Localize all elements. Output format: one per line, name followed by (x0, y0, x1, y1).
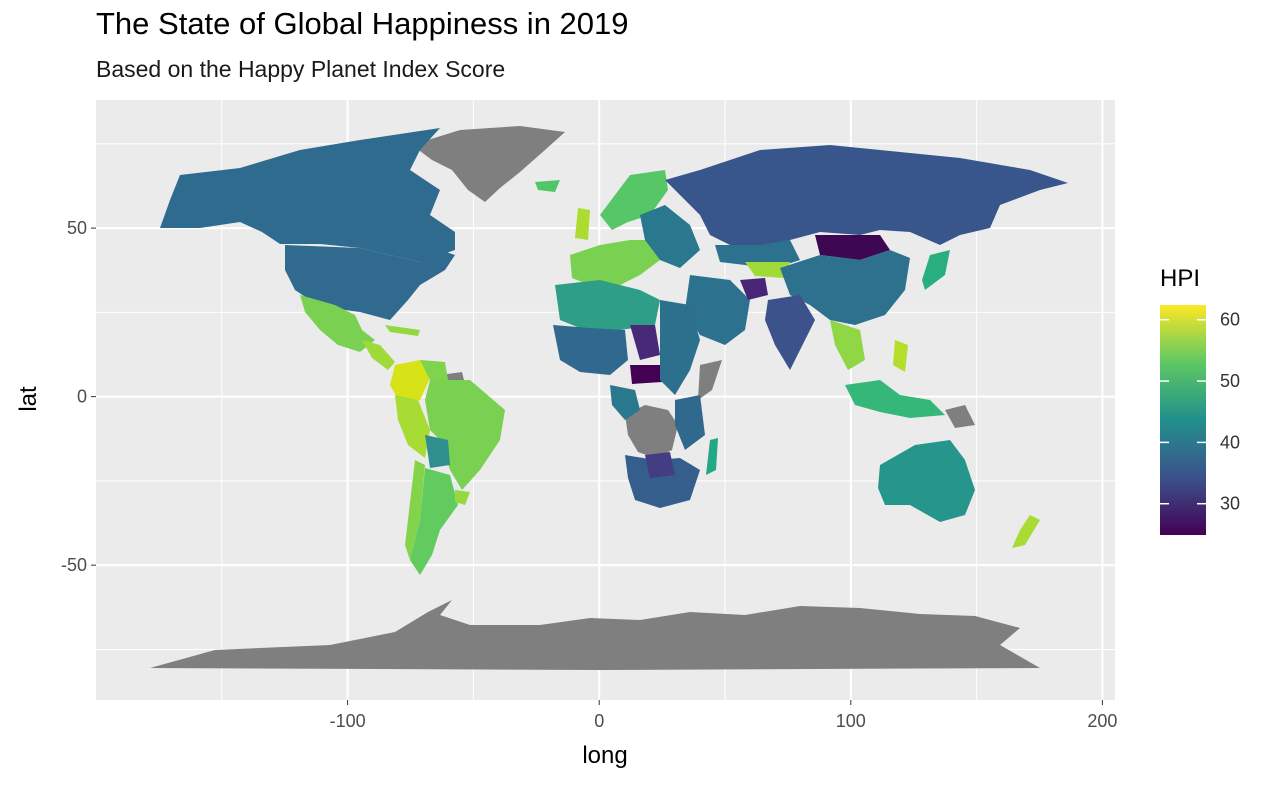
country-regions (150, 126, 1068, 670)
x-tick-label: -100 (330, 711, 366, 731)
region-india (765, 295, 815, 370)
region-zambia-zimbabwe (645, 452, 675, 478)
legend-colorbar (1160, 305, 1206, 535)
region-afghanistan (740, 278, 768, 300)
region-mongolia (815, 235, 890, 260)
legend-tick-label: 50 (1220, 371, 1240, 391)
x-axis-ticks: -100 0 100 200 (330, 700, 1117, 731)
region-somalia (698, 360, 722, 400)
region-australia (878, 440, 975, 522)
legend-tick-label: 30 (1220, 494, 1240, 514)
region-north-africa (555, 280, 660, 330)
region-central-africa (610, 385, 640, 420)
legend-title: HPI (1160, 265, 1200, 292)
y-axis-title: lat (15, 386, 42, 412)
x-tick-label: 0 (594, 711, 604, 731)
x-tick-label: 200 (1087, 711, 1117, 731)
region-argentina (410, 468, 458, 575)
region-usa (285, 245, 455, 320)
region-new-zealand (1012, 515, 1040, 548)
region-west-africa (553, 325, 628, 375)
region-uruguay (455, 490, 470, 505)
y-tick-label: 0 (77, 387, 87, 407)
region-central-asia (745, 262, 790, 278)
region-russia (665, 145, 1068, 248)
chart-title: The State of Global Happiness in 2019 (96, 6, 629, 41)
legend-ticks: 30 40 50 60 (1160, 310, 1240, 514)
region-madagascar (706, 438, 718, 475)
region-middle-east (685, 275, 750, 345)
region-uk (575, 208, 590, 240)
region-cuba (385, 325, 420, 336)
x-axis-title: long (582, 742, 627, 769)
y-axis-ticks: -50 0 50 (61, 218, 96, 575)
region-car (630, 365, 662, 384)
region-brazil (425, 380, 505, 490)
region-eastern-europe (640, 205, 700, 268)
region-china (780, 250, 910, 325)
region-philippines (893, 340, 908, 372)
region-mexico (300, 295, 375, 352)
region-southern-africa (625, 455, 700, 508)
region-papua (945, 405, 975, 428)
y-tick-label: 50 (67, 218, 87, 238)
region-peru (395, 395, 430, 458)
x-tick-label: 100 (836, 711, 866, 731)
region-chile (405, 460, 425, 560)
region-greenland (412, 126, 565, 202)
region-east-africa (660, 300, 700, 395)
region-scandinavia (600, 170, 668, 230)
region-indonesia (845, 380, 945, 418)
region-iceland (535, 180, 560, 192)
region-colombia (390, 360, 430, 408)
region-tanzania-kenya (675, 395, 705, 450)
legend: HPI 30 40 50 60 (1160, 265, 1240, 535)
region-dr-congo (625, 405, 678, 458)
region-japan (922, 250, 950, 290)
region-venezuela (420, 360, 448, 380)
region-antarctica (150, 600, 1040, 670)
region-chad (630, 325, 660, 360)
y-tick-label: -50 (61, 555, 87, 575)
region-central-america (362, 340, 395, 370)
region-western-europe (570, 240, 660, 285)
region-bolivia (425, 435, 450, 468)
legend-tick-label: 40 (1220, 432, 1240, 452)
region-canada (160, 128, 455, 262)
legend-tick-label: 60 (1220, 310, 1240, 330)
chart-subtitle: Based on the Happy Planet Index Score (96, 56, 506, 82)
region-southeast-asia (830, 320, 865, 370)
